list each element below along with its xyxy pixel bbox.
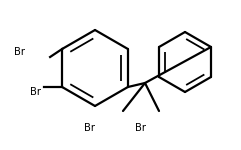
- Text: Br: Br: [135, 123, 146, 133]
- Text: Br: Br: [14, 47, 25, 57]
- Text: Br: Br: [84, 123, 95, 133]
- Text: Br: Br: [30, 87, 41, 97]
